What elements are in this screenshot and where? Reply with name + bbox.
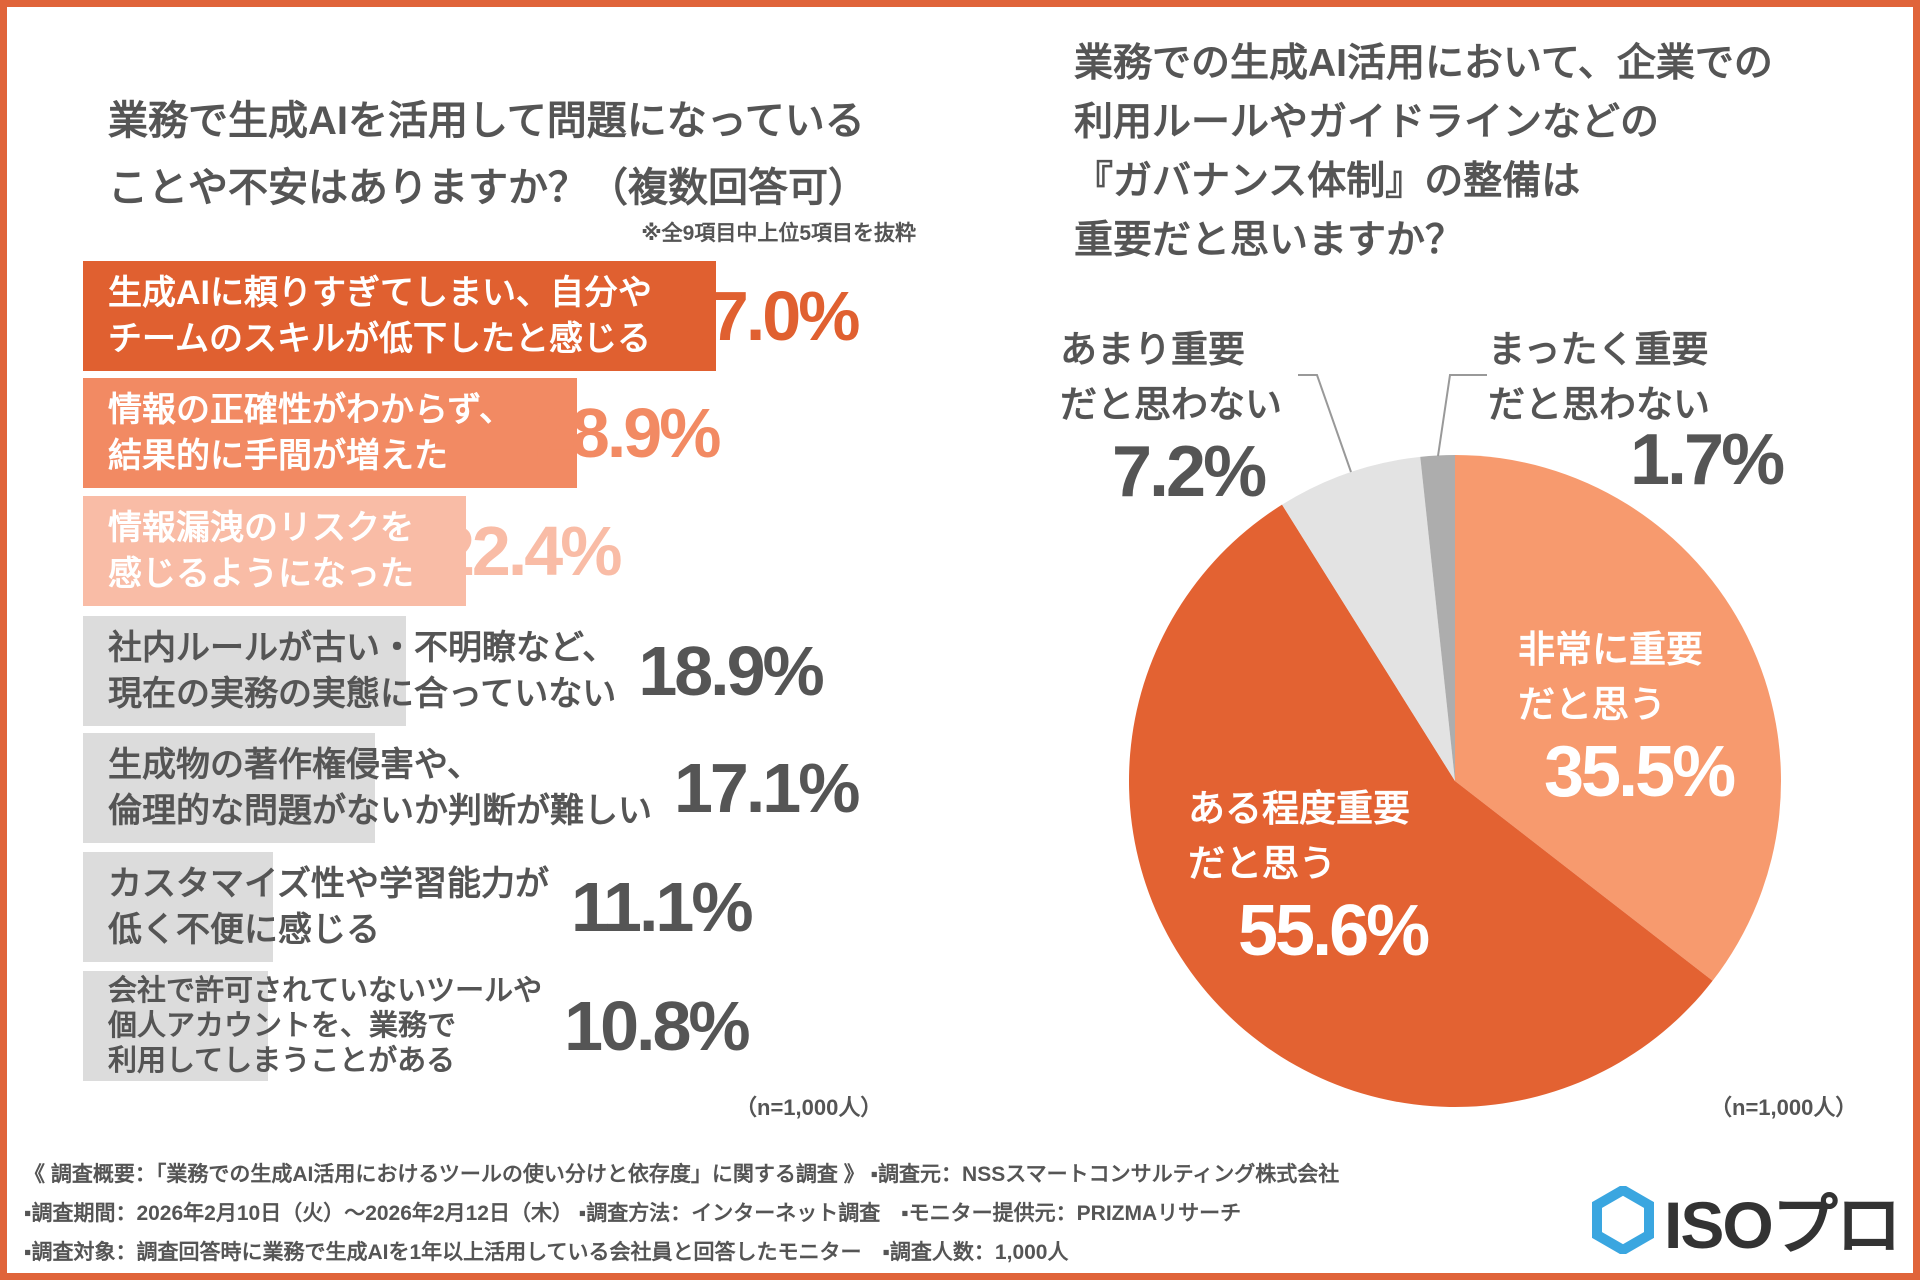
bar-category-line: カスタマイズ性や学習能力が: [108, 865, 549, 903]
bar-category-label: カスタマイズ性や学習能力が 低く不便に感じる: [83, 861, 549, 953]
pie-slice-somewhat-important: [1128, 504, 1713, 1108]
bar-value-label: 11.1%: [570, 868, 754, 946]
footer-survey-overview: 《 調査概要：「業務での生成AI活用におけるツールの使い分けと依存度」に関する調…: [24, 1163, 1340, 1186]
pie-chart-title: 業務での生成AI活用において、企業での 利用ルールやガイドラインなどの 『ガバナ…: [1074, 34, 1773, 270]
logo-text: ISOプロ: [1664, 1188, 1902, 1262]
bar-category-line: 生成物の著作権侵害や、: [108, 746, 481, 784]
bar-category-line: 利用してしまうことがある: [108, 1044, 456, 1077]
bar-value-label: 17.1%: [674, 749, 860, 827]
pie-value-label: 7.2%: [1112, 432, 1267, 512]
hexagon-logo-icon: [1592, 1186, 1654, 1254]
iso-pro-logo: ISOプロ: [1592, 1172, 1902, 1268]
pie-value-label: 55.6%: [1238, 891, 1430, 971]
pie-value-label: 35.5%: [1544, 732, 1736, 812]
title-line: ことや不安はありますか？（複数回答可）: [108, 166, 868, 210]
pie-label-text: だと思う: [1188, 843, 1336, 884]
pie-label-text: まったく重要: [1488, 329, 1709, 370]
bar-value-label: 18.9%: [638, 632, 824, 710]
pie-slice-not-very-important: [1282, 456, 1455, 781]
bar-value-label: 37.0%: [674, 277, 860, 355]
pie-chart-sample-size: （n=1,000人）: [1710, 1095, 1858, 1120]
pie-label-text: だと思う: [1518, 684, 1666, 725]
title-line: 『ガバナンス体制』の整備は: [1074, 160, 1581, 203]
bar: [83, 852, 273, 962]
bar-category-line: 社内ルールが古い・不明瞭など、: [108, 629, 617, 667]
bar-row: 情報漏洩のリスクを 感じるようになった 22.4%: [83, 496, 622, 606]
bar-value-label: 10.8%: [564, 987, 750, 1065]
bar-row: 社内ルールが古い・不明瞭など、 現在の実務の実態に合っていない 18.9%: [83, 616, 825, 726]
title-line: 業務での生成AI活用において、企業での: [1074, 42, 1773, 85]
footer-survey-target: ▪調査対象：調査回答時に業務で生成AIを1年以上活用している会社員と回答したモニ…: [24, 1241, 1069, 1264]
bar-row: 生成AIに頼りすぎてしまい、自分や チームのスキルが低下したと感じる 37.0%: [83, 261, 860, 371]
bar-category-line: 情報漏洩のリスクを: [108, 509, 414, 547]
bar-row: 会社で許可されていないツールや 個人アカウントを、業務で 利用してしまうことがある 1…: [83, 971, 751, 1081]
footer-survey-period: ▪調査期間：2026年2月10日（火）〜2026年2月12日（木） ▪調査方法：…: [24, 1202, 1242, 1225]
bar: [83, 261, 716, 371]
bar-category-label: 生成AIに頼りすぎてしまい、自分や チームのスキルが低下したと感じる: [83, 270, 652, 362]
leader-line-not-important: [1437, 374, 1487, 457]
pie-slice-not-important: [1420, 455, 1455, 781]
bar-category-line: 倫理的な問題がないか判断が難しい: [108, 792, 652, 830]
bar-category-label: 会社で許可されていないツールや 個人アカウントを、業務で 利用してしまうことがある: [83, 974, 542, 1079]
title-line: 利用ルールやガイドラインなどの: [1074, 101, 1660, 144]
bar-value-label: 28.9%: [534, 394, 721, 472]
bar-category-line: 会社で許可されていないツールや: [108, 974, 543, 1007]
bar-category-line: 現在の実務の実態に合っていない: [108, 675, 617, 713]
bar-category-line: 感じるようになった: [108, 555, 414, 593]
bar-row: 情報の正確性がわからず、 結果的に手間が増えた 28.9%: [83, 378, 721, 488]
pie-label-somewhat-important: ある程度重要 だと思う 55.6%: [1188, 781, 1430, 971]
bar-category-line: 個人アカウントを、業務で: [108, 1009, 457, 1042]
bar-category-label: 情報漏洩のリスクを 感じるようになった: [83, 505, 414, 597]
pie-label-very-important: 非常に重要 だと思う 35.5%: [1518, 622, 1736, 812]
bar-category-line: 低く不便に感じる: [108, 911, 380, 949]
pie-label-text: 非常に重要: [1518, 629, 1703, 670]
pie-label-text: あまり重要: [1060, 329, 1245, 370]
pie-value-label: 1.7%: [1630, 420, 1785, 500]
pie-label-text: だと思わない: [1060, 384, 1282, 425]
bar-value-label: 22.4%: [436, 512, 622, 590]
bar-chart-sample-size: （n=1,000人）: [735, 1095, 883, 1120]
bar-category-line: 結果的に手間が増えた: [108, 437, 448, 475]
pie-label-not-important: まったく重要 だと思わない 1.7%: [1488, 322, 1785, 500]
bar-row: 生成物の著作権侵害や、倫理的な問題がないか判断が難しい 17.1%: [83, 733, 860, 843]
pie-slice-very-important: [1455, 455, 1781, 981]
pie-label-not-very-important: あまり重要 だと思わない 7.2%: [1060, 322, 1282, 512]
bar-chart-note: ※全9項目中上位5項目を抜粋: [641, 222, 916, 245]
pie-label-text: だと思わない: [1488, 384, 1710, 425]
leader-line-not-very-important: [1298, 374, 1352, 473]
bar: [83, 616, 407, 726]
bar-row: カスタマイズ性や学習能力が 低く不便に感じる 11.1%: [83, 852, 754, 962]
bar-category-label: 社内ルールが古い・不明瞭など、 現在の実務の実態に合っていない: [83, 625, 616, 717]
bar-category-line: 情報の正確性がわからず、: [108, 391, 513, 429]
title-line: 重要だと思いますか？: [1074, 219, 1465, 262]
bar: [83, 496, 467, 606]
bar: [83, 733, 376, 843]
bar-category-line: チームのスキルが低下したと感じる: [108, 320, 651, 358]
bar-category-label: 情報の正確性がわからず、 結果的に手間が増えた: [83, 387, 513, 479]
bar-chart-title: 業務で生成AIを活用して問題になっている ことや不安はありますか？（複数回答可）: [108, 88, 868, 222]
bar-category-label: 生成物の著作権侵害や、倫理的な問題がないか判断が難しい: [83, 742, 652, 834]
title-line: 業務で生成AIを活用して問題になっている: [108, 99, 865, 143]
bar-category-line: 生成AIに頼りすぎてしまい、自分や: [108, 274, 652, 312]
bar: [83, 378, 578, 488]
pie-label-text: ある程度重要: [1188, 788, 1410, 829]
bar: [83, 971, 268, 1081]
